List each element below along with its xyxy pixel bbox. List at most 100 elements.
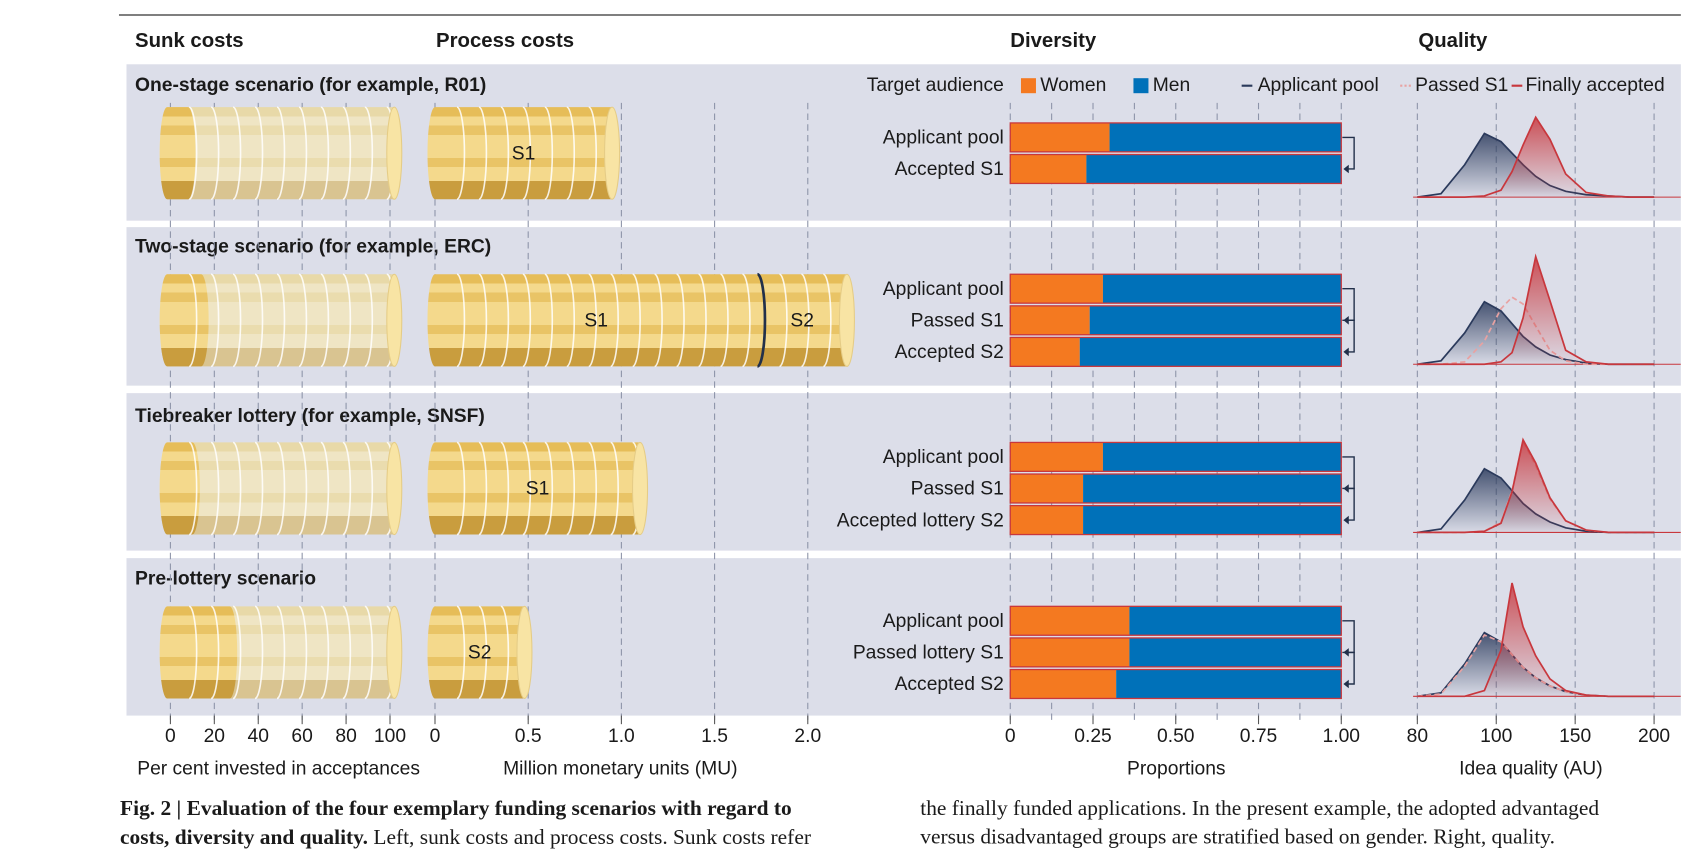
legend-swatch [1133, 78, 1149, 94]
legend-title: Target audience [867, 75, 1004, 96]
bar-outline [1009, 473, 1342, 504]
cylinder-ring [298, 273, 308, 368]
x-tick-label: 150 [1559, 726, 1591, 747]
cost-segment [427, 442, 648, 535]
cylinder-ring [254, 273, 264, 368]
flow-arrow [1342, 487, 1355, 521]
cylinder [159, 442, 402, 535]
cylinder-ring [188, 605, 198, 700]
density-area [1417, 439, 1655, 533]
category-label: Accepted S1 [895, 159, 1004, 180]
cylinder-ring [522, 106, 532, 201]
caption: Fig. 2 | Evaluation of the four exemplar… [120, 796, 792, 820]
column-header: Process costs [436, 30, 574, 52]
cylinder-ring [276, 273, 286, 368]
legend-label: Passed S1 [1415, 75, 1508, 96]
cylinder-cap [386, 605, 403, 699]
cylinder-ring [500, 273, 510, 368]
cylinder-cap [838, 273, 855, 367]
category-label: Accepted S2 [895, 674, 1004, 695]
cylinder-ring [342, 106, 352, 201]
x-tick-label: 100 [374, 726, 406, 747]
cylinder-ring [456, 273, 466, 368]
caption: costs, diversity and quality. Left, sunk … [120, 825, 811, 849]
x-tick-label: 40 [248, 726, 269, 747]
density-area [1417, 133, 1655, 198]
cylinder-ring [610, 273, 619, 368]
category-label: Passed S1 [911, 310, 1004, 331]
cylinder-ring [342, 441, 352, 536]
segment-label: S1 [526, 479, 550, 500]
cylinder-ring [364, 441, 374, 536]
bar-outline [1009, 668, 1342, 700]
stage-boundary [757, 272, 767, 368]
cylinder-ring [254, 106, 264, 201]
flow-arrow [1342, 319, 1355, 353]
cylinder-ring [232, 441, 242, 536]
legend-label: Finally accepted [1526, 75, 1665, 96]
segment-label: S2 [468, 643, 492, 664]
cylinder-ring [544, 441, 554, 536]
bar-segment [1083, 505, 1342, 535]
invested-share [159, 442, 200, 535]
legend-swatch [1020, 78, 1036, 94]
quality-plots [1413, 115, 1681, 698]
bar-outline [1009, 504, 1342, 536]
cylinder-ring [364, 273, 374, 368]
category-label: Applicant pool [883, 611, 1004, 632]
legend-label: Women [1040, 75, 1106, 96]
caption: versus disadvantaged groups are stratifi… [920, 825, 1555, 849]
cylinder-ring [500, 106, 510, 201]
density-line [1417, 253, 1655, 366]
cylinder-ring [478, 605, 488, 700]
x-axis-label: Proportions [1127, 758, 1226, 779]
cylinder-cap [386, 106, 403, 200]
caption-bold: costs, diversity and quality. [120, 825, 368, 849]
x-tick-label: 200 [1638, 726, 1670, 747]
cylinder-ring [188, 441, 198, 536]
scenario-title: Tiebreaker lottery (for example, SNSF) [135, 406, 485, 427]
cylinder-ring [210, 441, 220, 536]
cylinder-ring [478, 273, 488, 368]
bar-outline [1009, 336, 1342, 368]
x-tick-label: 80 [335, 726, 356, 747]
x-tick-label: 2.0 [794, 726, 821, 747]
bar-outline [1009, 305, 1342, 336]
cylinder-ring [364, 106, 374, 201]
x-tick-label: 1.5 [701, 726, 728, 747]
cylinder-ring [320, 273, 330, 368]
x-tick-label: 80 [1407, 726, 1428, 747]
cylinder-cap [386, 273, 403, 367]
cylinder-cap [604, 106, 621, 200]
bar-segment [1102, 442, 1342, 472]
category-label: Applicant pool [883, 447, 1004, 468]
legend-label: Men [1153, 75, 1190, 96]
cylinder-ring [522, 441, 532, 536]
bar-segment [1086, 154, 1342, 184]
cylinder-ring [320, 106, 330, 201]
density-area [1417, 256, 1655, 365]
bar-segment [1010, 274, 1103, 304]
cylinder-ring [500, 605, 510, 700]
cylinder-ring [742, 273, 751, 368]
cylinder-ring [823, 273, 832, 368]
x-tick-label: 1.0 [608, 726, 635, 747]
invested-share [159, 274, 209, 367]
column-header: Quality [1418, 30, 1488, 52]
bar-segment [1083, 474, 1342, 503]
cylinder-ring [676, 273, 685, 368]
category-label: Accepted S2 [895, 342, 1004, 363]
x-axis-label: Per cent invested in acceptances [137, 758, 420, 779]
density-area [1417, 117, 1655, 198]
cylinder-ring [276, 106, 286, 201]
category-label: Applicant pool [883, 279, 1004, 300]
flow-arrowhead [1343, 515, 1349, 525]
cylinder-ring [522, 273, 532, 368]
cylinder-ring [298, 605, 308, 700]
x-tick-label: 1.00 [1323, 726, 1361, 747]
density-line [1417, 115, 1655, 198]
bar-outline [1009, 605, 1342, 636]
cylinder-ring [544, 273, 554, 368]
